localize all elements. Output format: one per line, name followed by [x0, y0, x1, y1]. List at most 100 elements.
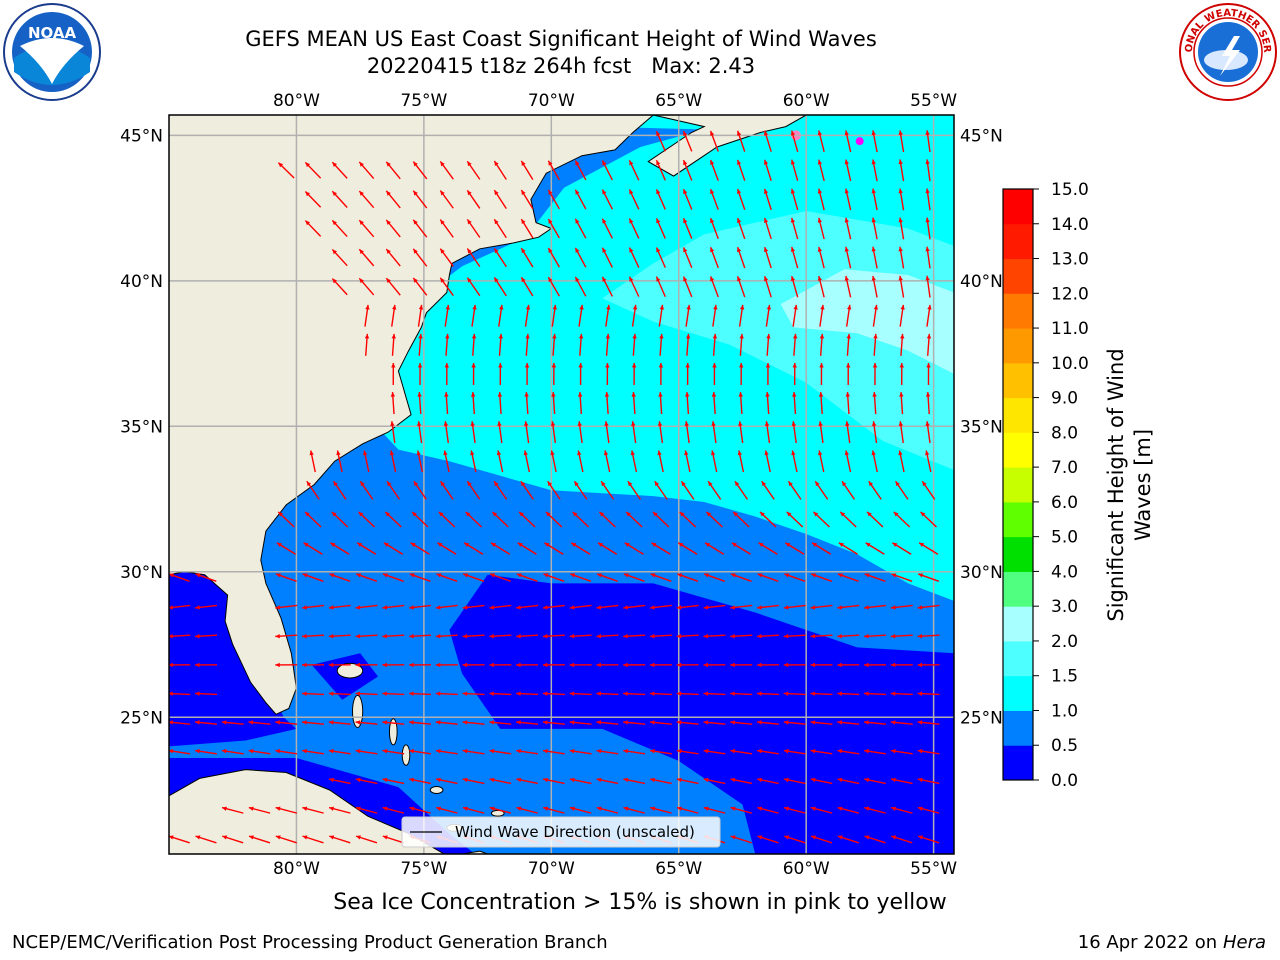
- arrow-head: [737, 247, 742, 253]
- arrow-head: [623, 691, 628, 696]
- arrow-head: [305, 191, 311, 197]
- arrow-head: [489, 720, 495, 725]
- arrow-head: [871, 421, 877, 426]
- arrow-head: [386, 278, 391, 284]
- arrow-head: [846, 362, 851, 368]
- wave-direction-arrow: [845, 392, 850, 415]
- wave-direction-arrow: [844, 217, 852, 240]
- arrow-head: [363, 450, 368, 456]
- arrow-head: [629, 247, 634, 253]
- arrow-head: [898, 275, 903, 281]
- wave-direction-arrow: [542, 634, 565, 639]
- arrow-head: [221, 749, 227, 754]
- colorbar-tick-label: 0.5: [1051, 736, 1078, 756]
- wave-direction-arrow: [443, 421, 449, 444]
- arrow-head: [440, 219, 445, 225]
- arrow-head: [756, 634, 762, 639]
- arrow-head: [790, 217, 796, 223]
- wave-direction-arrow: [600, 480, 615, 500]
- arrow-head: [738, 392, 743, 397]
- wave-direction-arrow: [925, 246, 931, 269]
- wave-direction-arrow: [573, 480, 588, 500]
- arrow-head: [550, 421, 556, 426]
- wave-direction-arrow: [649, 604, 672, 610]
- wave-direction-arrow: [844, 188, 852, 211]
- wave-direction-arrow: [756, 691, 779, 696]
- arrow-head: [569, 720, 575, 725]
- arrow-head: [329, 806, 335, 811]
- wave-direction-arrow: [355, 573, 378, 582]
- arrow-head: [410, 542, 416, 547]
- wave-direction-arrow: [439, 219, 454, 238]
- arrow-head: [516, 573, 522, 578]
- arrow-head: [444, 362, 450, 368]
- arrow-head: [872, 362, 878, 368]
- arrow-head: [925, 392, 931, 397]
- arrow-head: [790, 246, 796, 252]
- arrow-head: [630, 450, 635, 456]
- arrow-head: [445, 304, 450, 310]
- arrow-head: [863, 662, 869, 668]
- wave-direction-arrow: [739, 362, 744, 385]
- wave-direction-arrow: [685, 392, 690, 415]
- wave-direction-arrow: [574, 160, 587, 181]
- arrow-head: [656, 247, 661, 253]
- wave-direction-arrow: [623, 662, 646, 668]
- wave-direction-arrow: [275, 604, 298, 610]
- wave-direction-arrow: [491, 511, 509, 528]
- arrow-head: [920, 511, 926, 517]
- wave-direction-arrow: [301, 691, 325, 696]
- wave-direction-arrow: [578, 362, 583, 385]
- arrow-head: [871, 130, 876, 136]
- wave-direction-arrow: [658, 392, 663, 415]
- arrow-head: [578, 392, 583, 397]
- wave-direction-arrow: [623, 604, 646, 610]
- arrow-head: [890, 634, 896, 639]
- arrow-head: [703, 634, 709, 639]
- wave-direction-arrow: [462, 691, 485, 696]
- footer-date: 16 Apr 2022 on Hera: [1078, 932, 1266, 953]
- wave-direction-arrow: [783, 749, 806, 755]
- arrow-head: [790, 130, 796, 136]
- arrow-head: [355, 605, 361, 610]
- arrow-head: [489, 691, 494, 696]
- wave-direction-arrow: [709, 217, 719, 240]
- arrow-head: [685, 392, 690, 397]
- arrow-head: [521, 248, 526, 254]
- wave-direction-arrow: [790, 188, 799, 211]
- map-content: [169, 115, 954, 854]
- arrow-head: [873, 304, 879, 310]
- wave-direction-arrow: [358, 190, 375, 209]
- wave-direction-arrow: [409, 720, 432, 725]
- arrow-head: [521, 277, 526, 283]
- bahamas-island: [336, 662, 364, 679]
- wave-direction-arrow: [890, 691, 913, 696]
- bahamas-island: [352, 694, 364, 728]
- wave-direction-arrow: [649, 749, 672, 755]
- colorbar-frame: [1002, 188, 1034, 781]
- arrow-head: [676, 691, 682, 696]
- wave-direction-arrow: [275, 634, 298, 639]
- arrow-head: [871, 159, 876, 165]
- colorbar-tick-label: 1.5: [1051, 667, 1078, 687]
- wave-direction-arrow: [682, 188, 693, 210]
- arrow-head: [710, 450, 716, 456]
- arrow-head: [790, 276, 796, 281]
- arrow-head: [676, 720, 682, 725]
- arrow-head: [656, 276, 661, 282]
- wave-direction-arrow: [516, 777, 539, 785]
- arrow-head: [790, 188, 796, 194]
- arrow-head: [545, 511, 551, 517]
- arrow-head: [810, 777, 816, 783]
- arrow-head: [409, 691, 414, 696]
- arrow-head: [784, 573, 790, 578]
- wave-band-0p0-0p5: [449, 574, 954, 854]
- arrow-head: [542, 691, 548, 696]
- wave-direction-arrow: [783, 634, 806, 639]
- arrow-head: [409, 662, 414, 668]
- wave-direction-arrow: [872, 392, 877, 415]
- arrow-head: [359, 249, 364, 255]
- arrow-head: [683, 160, 688, 166]
- wave-direction-arrow: [790, 246, 799, 269]
- arrow-head: [435, 662, 441, 668]
